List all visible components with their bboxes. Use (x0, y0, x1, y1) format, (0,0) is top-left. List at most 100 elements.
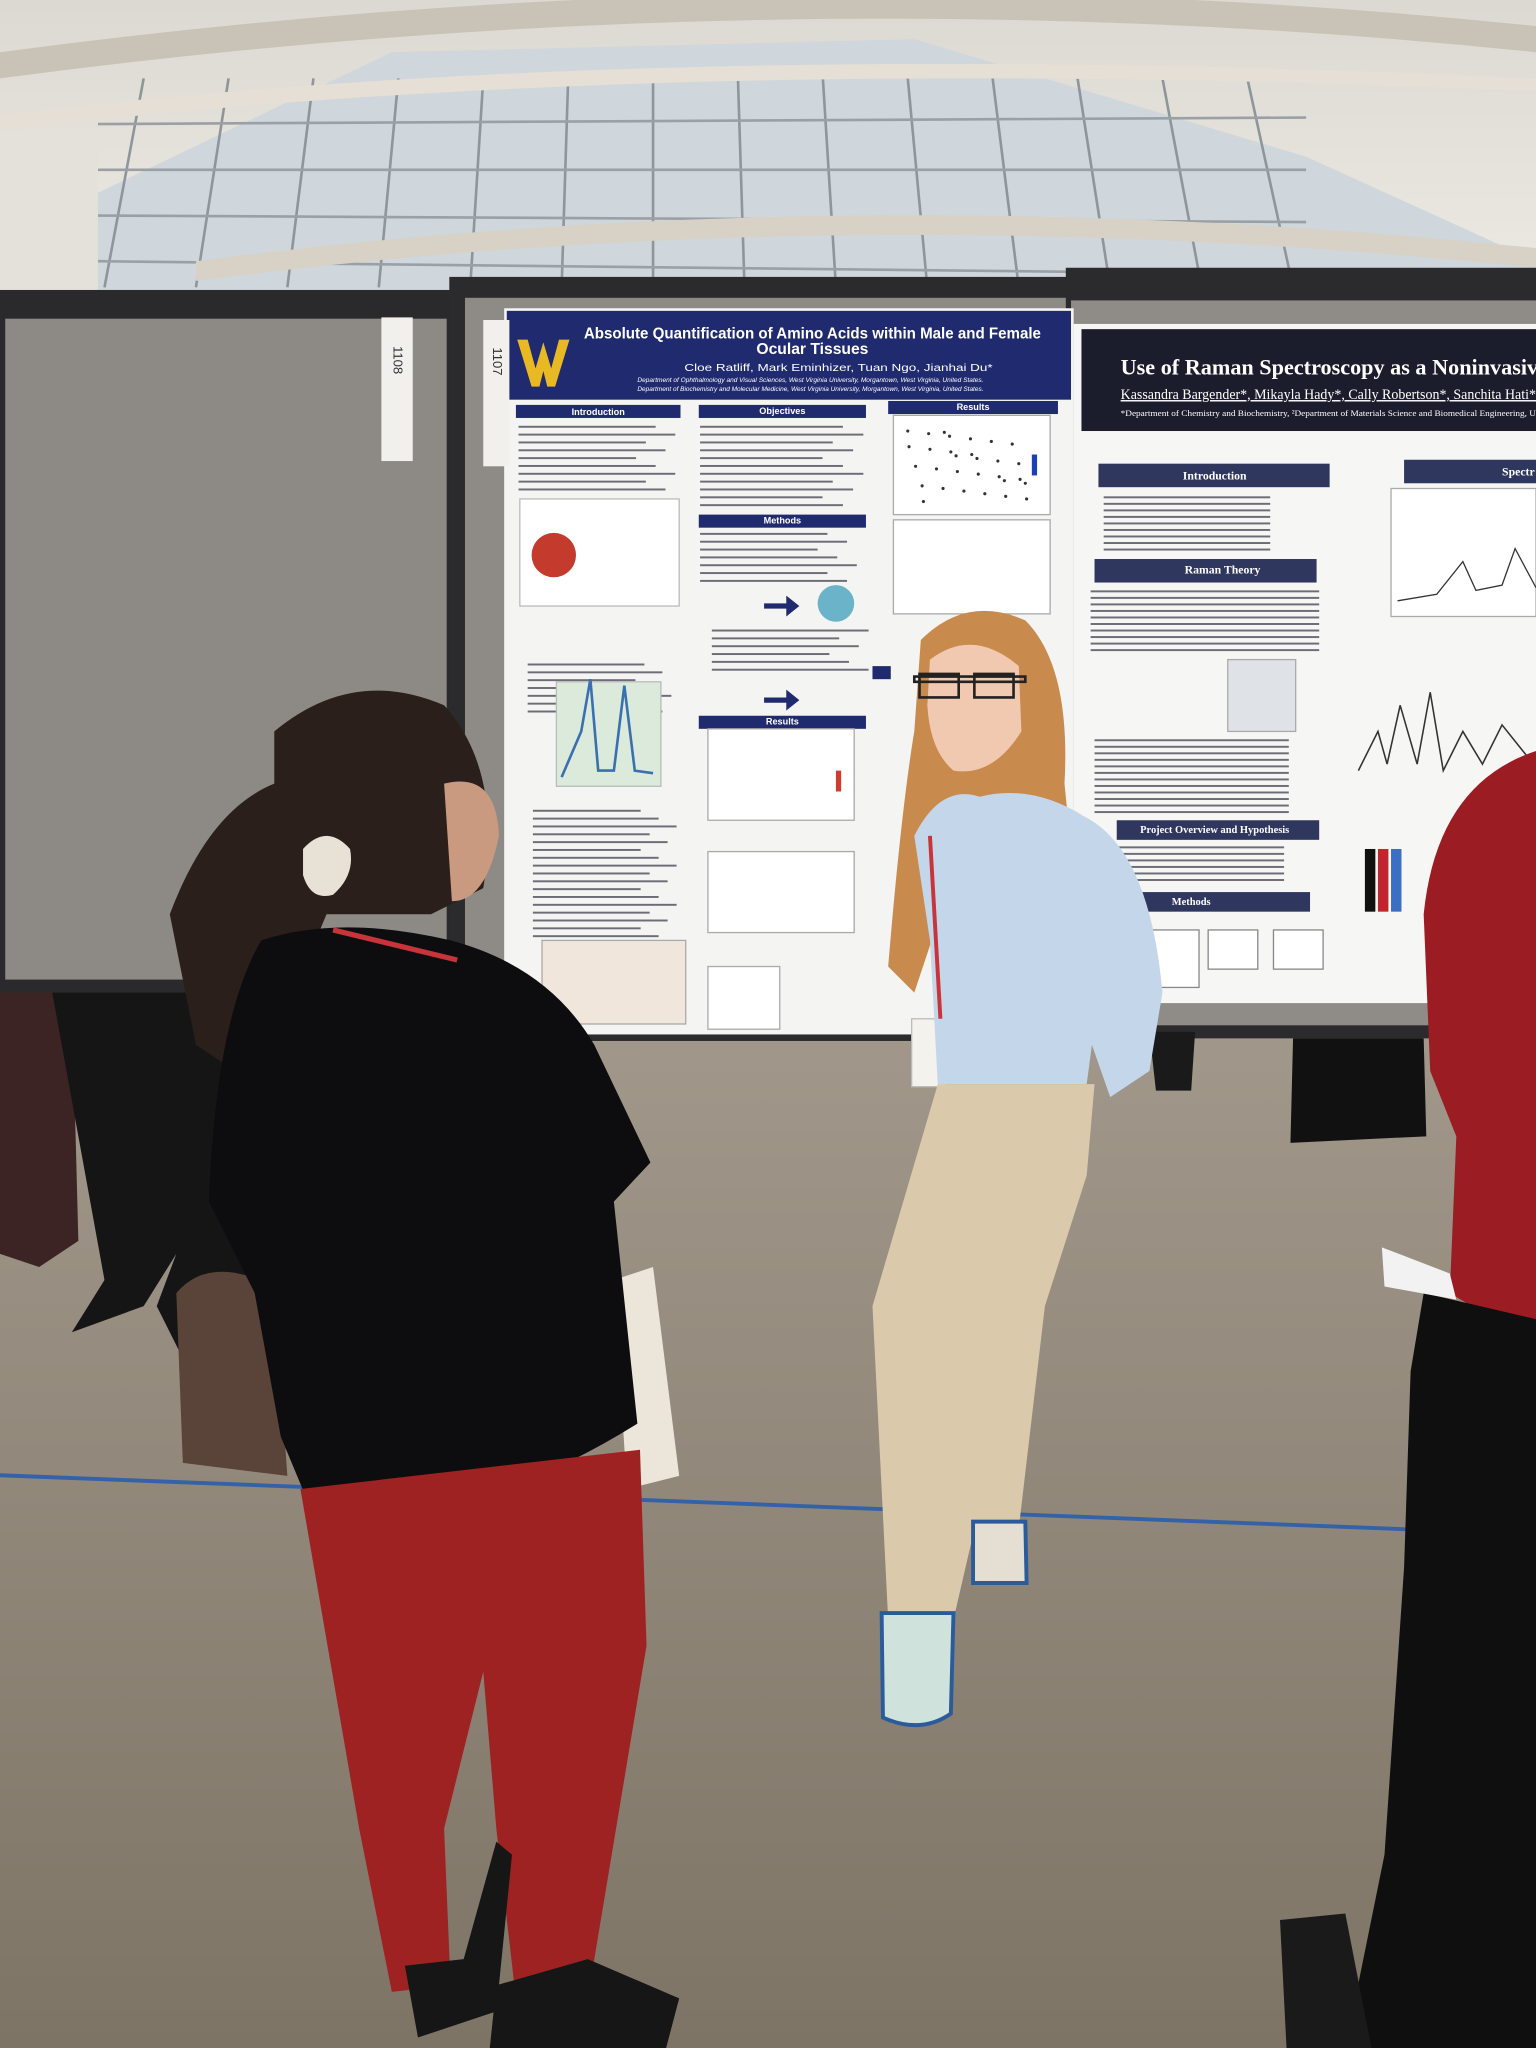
window-mullion (1246, 78, 1295, 288)
text-line (711, 629, 869, 632)
text-line (518, 480, 646, 483)
sneaker (879, 1611, 956, 1728)
text-line (1103, 522, 1271, 525)
plot-point (970, 452, 974, 457)
text-line (518, 433, 676, 436)
sneaker (971, 1519, 1029, 1585)
text-line (1103, 879, 1285, 881)
poster-title: Ocular Tissues (756, 341, 868, 358)
text-line (1103, 502, 1271, 505)
text-line (1090, 603, 1320, 606)
text-line (1103, 542, 1271, 544)
text-line (532, 888, 641, 891)
text-line (1094, 752, 1289, 755)
poster-affiliation: *Department of Chemistry and Biochemistr… (1121, 408, 1536, 418)
plot-point (954, 454, 958, 458)
text-line (700, 496, 823, 499)
text-line (518, 457, 637, 460)
text-line (1103, 509, 1271, 512)
booth-tag (483, 320, 510, 467)
hair-clip (303, 835, 352, 896)
window-mullion (1161, 78, 1203, 288)
poster-title: Use of Raman Spectroscopy as a Noninvasi… (1121, 355, 1536, 380)
plot-point (955, 469, 959, 474)
section-heading: Spectr (1502, 466, 1535, 479)
text-line (1103, 535, 1271, 538)
window-mullion (736, 78, 746, 288)
text-line (1090, 623, 1320, 625)
bystander (1290, 1038, 1427, 1143)
text-line (700, 540, 848, 543)
text-line (527, 671, 663, 674)
plot-legend (1031, 454, 1038, 476)
section-bar (872, 666, 891, 680)
text-line (1103, 872, 1285, 875)
section-heading: Results (766, 717, 799, 727)
booth-tag (381, 317, 413, 462)
bystander (52, 992, 262, 1359)
flow-box (1272, 929, 1324, 970)
plot-point (1025, 497, 1029, 501)
sneaker (489, 1959, 680, 2048)
trousers (300, 1449, 647, 1999)
plot-point (934, 467, 939, 471)
plot-point (983, 492, 987, 496)
text-line (532, 848, 641, 851)
plot-point (976, 472, 980, 476)
plot-point (962, 489, 966, 493)
text-line (527, 679, 636, 682)
section-bar (1404, 459, 1536, 484)
text-line (1103, 496, 1271, 499)
window-mullion (1076, 78, 1112, 288)
flow-box (1207, 929, 1259, 970)
section-heading: Introduction (572, 407, 626, 417)
text-line (1103, 846, 1285, 849)
plot-point (996, 459, 1000, 463)
plot-point (907, 445, 911, 449)
text-line (532, 919, 668, 922)
text-line (532, 927, 641, 930)
text-line (700, 441, 833, 444)
plot-point (947, 434, 952, 438)
plot-point (997, 475, 1001, 479)
text-line (1094, 745, 1289, 748)
trousers (1345, 1293, 1536, 2048)
figure (1390, 487, 1536, 618)
roof-arch (0, 0, 1536, 79)
text-line (518, 464, 656, 467)
poster-header (1081, 329, 1536, 432)
plot-point (1010, 442, 1014, 446)
plot-point (1017, 462, 1021, 466)
text-line (527, 663, 645, 666)
text-line (700, 449, 854, 452)
text-line (700, 457, 823, 460)
text-line (1094, 778, 1289, 781)
text-line (518, 441, 646, 444)
text-line (532, 825, 677, 828)
text-line (532, 817, 659, 820)
eye-diagram (531, 532, 576, 578)
text-line (700, 488, 854, 491)
glasses (912, 672, 1027, 699)
lanyard (332, 927, 458, 963)
plot-point (975, 456, 979, 461)
trousers (872, 1084, 1095, 1620)
roof-arch (195, 215, 1536, 281)
plot-point (949, 450, 953, 454)
poster-authors: Cloe Ratliff, Mark Eminhizer, Tuan Ngo, … (684, 363, 992, 374)
plot-point (989, 439, 993, 444)
figure (555, 681, 662, 787)
section-heading: Methods (764, 516, 802, 526)
plot-point (906, 429, 910, 433)
section-bar (1094, 559, 1317, 583)
university-logo (517, 339, 570, 387)
roof-arch (0, 63, 1536, 131)
section-bar (698, 715, 866, 729)
plot-point (927, 432, 931, 436)
figure (707, 965, 781, 1030)
plot-point (921, 499, 925, 504)
text-line (1090, 616, 1320, 619)
text-line (1090, 629, 1320, 632)
poster-affiliation: Department of Ophthalmology and Visual S… (637, 377, 983, 384)
shoe (1280, 1913, 1372, 2048)
